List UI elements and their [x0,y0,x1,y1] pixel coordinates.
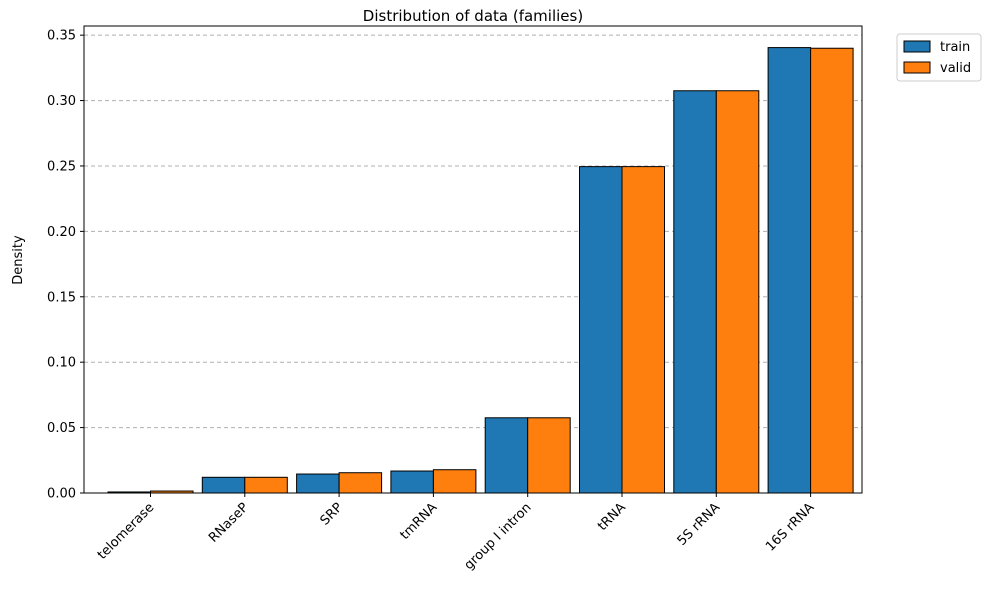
x-tick-label: SRP [318,500,346,528]
bars [107,47,854,494]
y-tick-label: 0.00 [47,487,76,502]
bar-valid [527,417,571,494]
bar-train [484,417,529,494]
legend-label-train: train [940,40,970,55]
x-tick-label: telomerase [95,500,158,563]
y-tick-label: 0.35 [47,29,76,44]
y-tick-label: 0.10 [47,356,76,371]
legend-swatch-valid [903,61,931,74]
chart-title: Distribution of data (families) [363,7,583,25]
x-tick-label: 5S rRNA [675,500,724,549]
bar-train [296,473,340,494]
grid-lines [84,34,862,429]
bar-valid [244,476,288,494]
y-tick-label: 0.30 [47,94,76,109]
x-tick-label: group I intron [462,500,535,573]
legend-label-valid: valid [940,61,971,76]
y-axis-ticks: 0.00 0.05 0.10 0.15 0.20 0.25 0.30 0.35 [47,29,84,502]
y-tick-label: 0.05 [47,421,76,436]
y-tick-label: 0.15 [47,290,76,305]
bar-train [201,476,246,494]
bar-train [767,47,812,494]
y-tick-label: 0.20 [47,225,76,240]
x-tick-label: tRNA [595,500,629,534]
x-tick-label: 16S rRNA [763,500,817,554]
plot-area-frame [83,25,863,494]
bar-train [673,90,717,494]
bar-valid [621,166,665,494]
bar-valid [338,472,383,494]
x-axis-ticks: telomerase RNaseP SRP tmRNA group I intron tR… [95,493,818,573]
bar-valid [715,90,760,494]
x-tick-label: tmRNA [398,500,441,543]
legend-swatch-train [903,40,931,53]
bar-valid [432,469,477,494]
bar-valid [810,47,854,494]
x-tick-label: RNaseP [206,500,252,546]
bar-train [390,470,434,494]
legend: train valid [896,33,982,82]
bar-train [579,166,623,494]
y-axis-label: Density [11,235,26,285]
y-tick-label: 0.25 [47,159,76,174]
